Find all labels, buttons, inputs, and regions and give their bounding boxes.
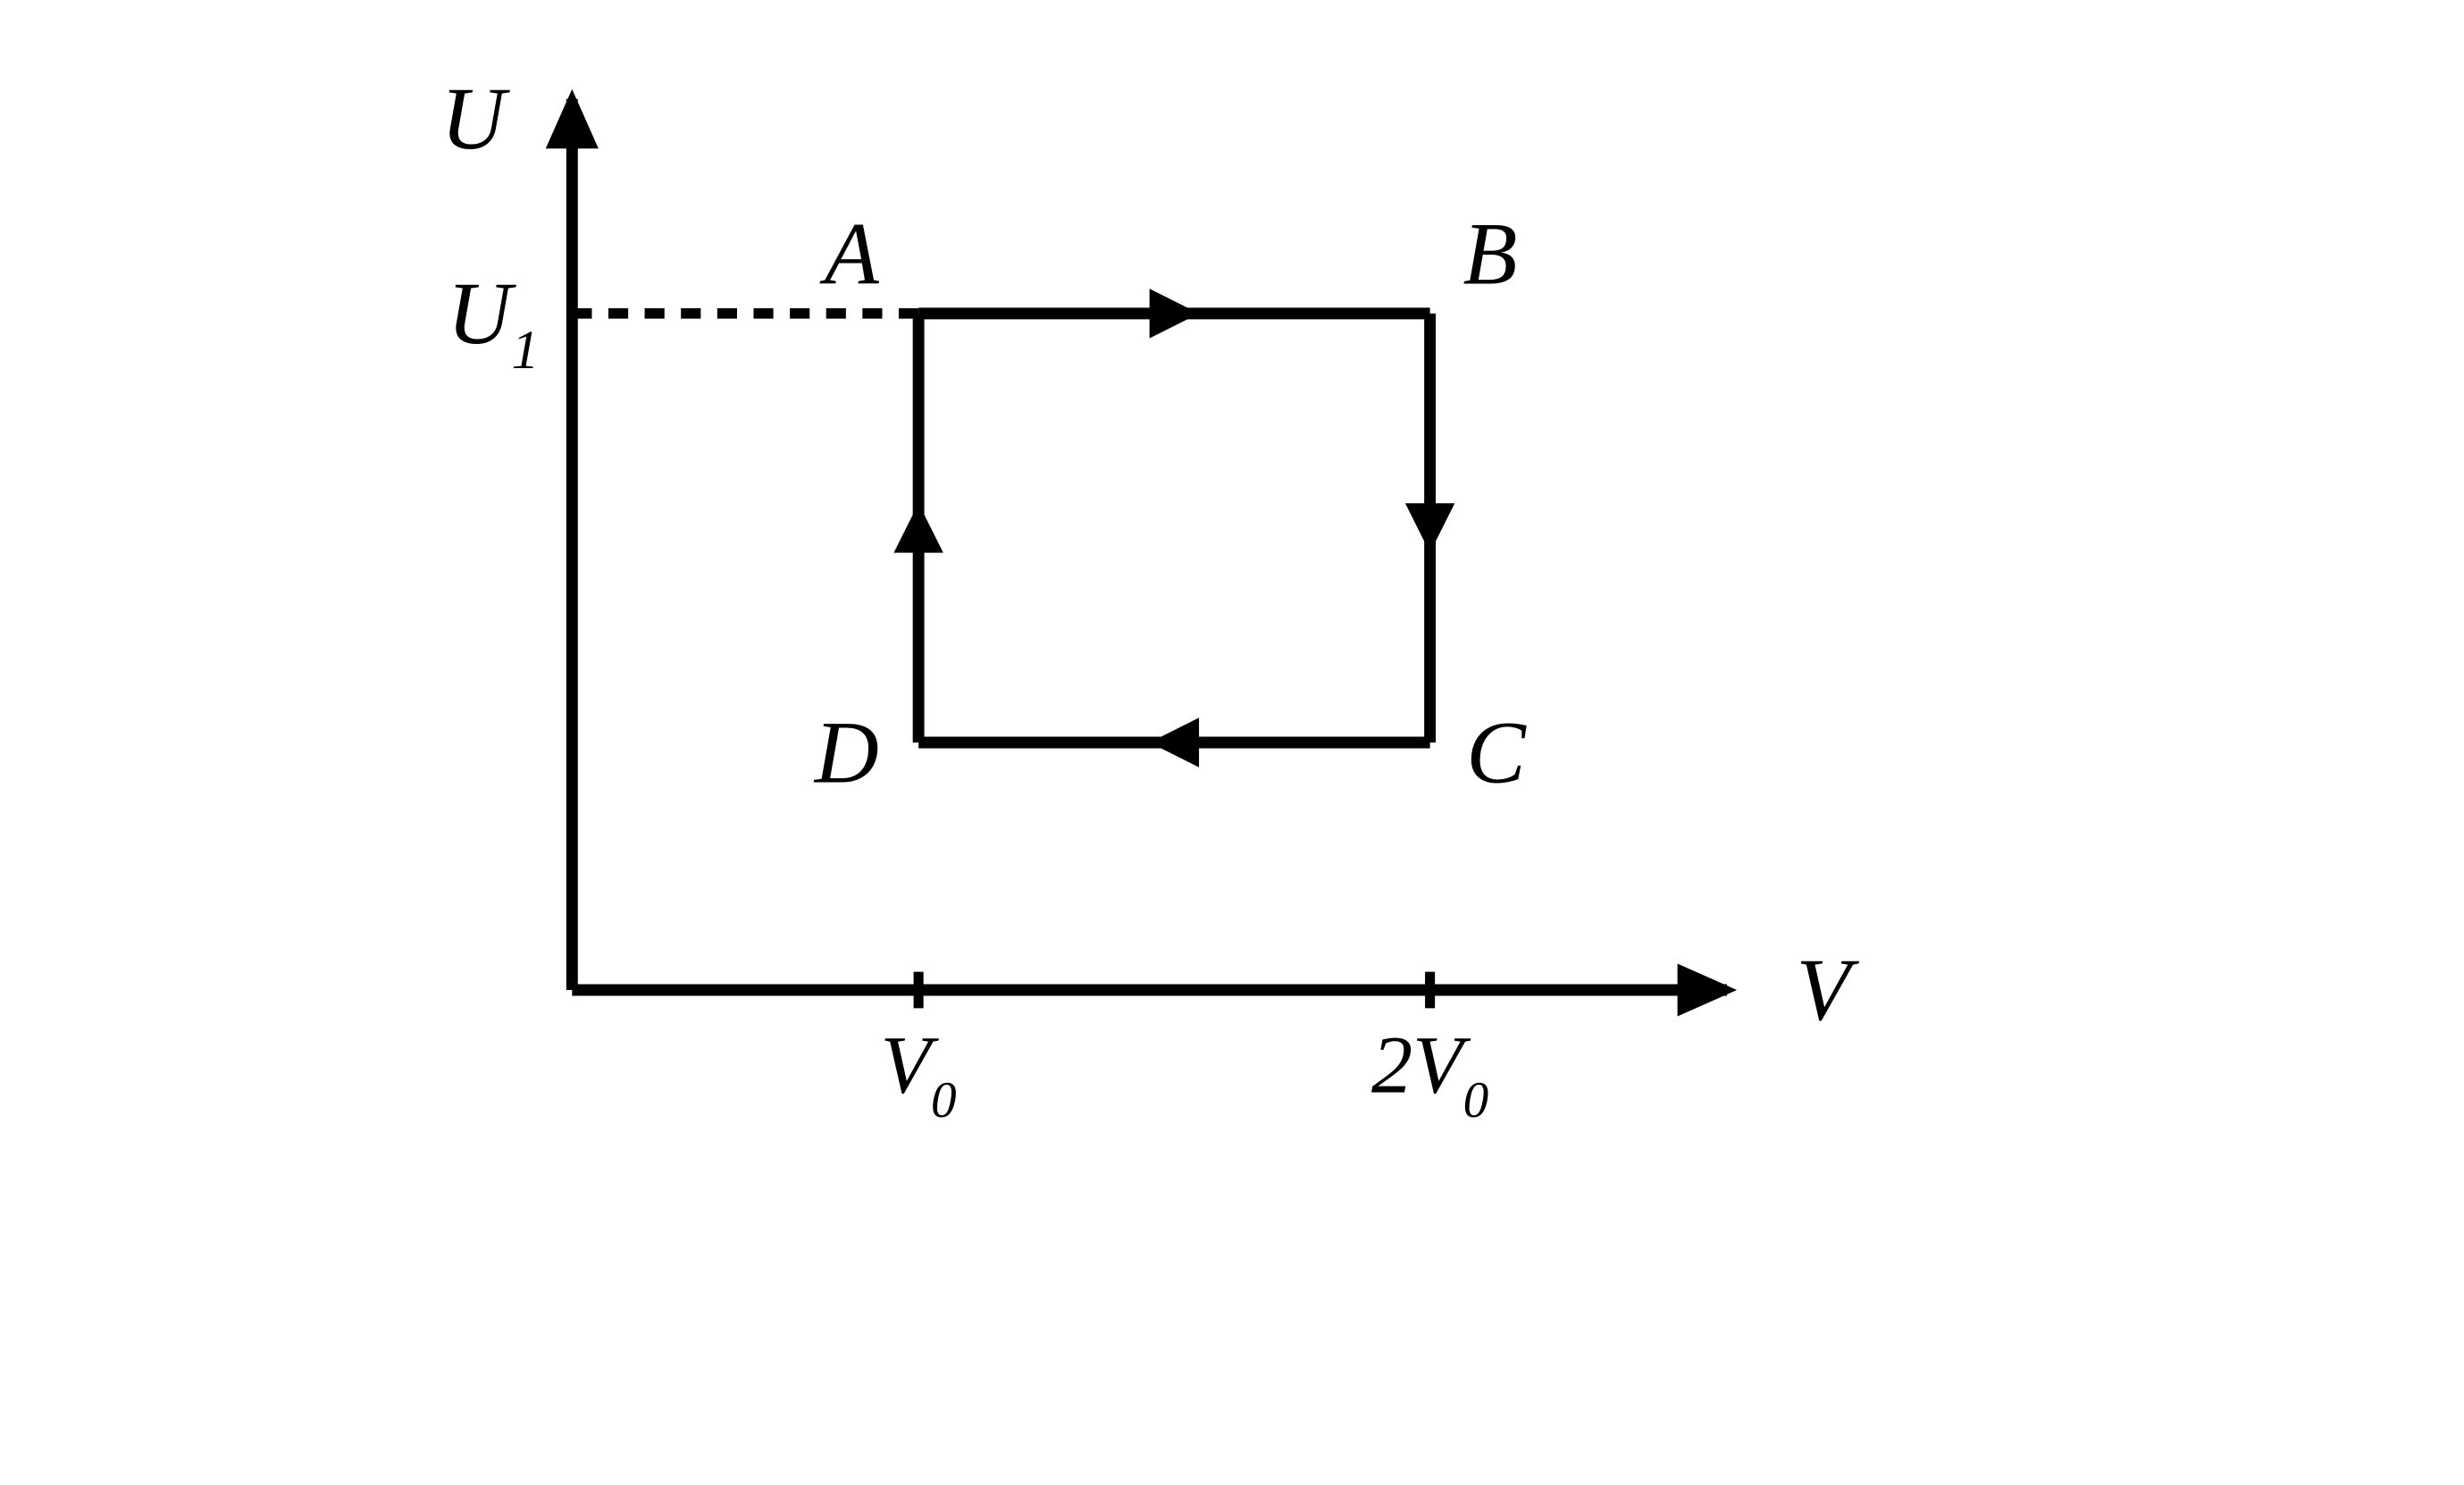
x-tick-label: V0 — [881, 1019, 957, 1128]
arrow-A-B — [1150, 289, 1199, 338]
y-axis-label: U — [441, 69, 511, 168]
arrow-D-A — [893, 503, 943, 552]
uv-cycle-svg: V0 2V0 U V U1 A B C D — [0, 0, 2464, 1485]
x-tick-label: 2V0 — [1371, 1019, 1488, 1128]
y-axis-arrowhead — [546, 89, 599, 148]
arrow-C-D — [1150, 717, 1199, 767]
thermo-cycle-diagram: V0 2V0 U V U1 A B C D — [0, 0, 2464, 1485]
point-C-label: C — [1466, 702, 1527, 801]
x-axis-arrowhead — [1678, 963, 1737, 1016]
arrow-B-C — [1405, 503, 1454, 552]
u1-label: U1 — [447, 264, 539, 381]
x-axis-label: V — [1797, 940, 1860, 1039]
point-A-label: A — [819, 205, 880, 304]
point-B-label: B — [1463, 205, 1518, 304]
point-D-label: D — [813, 702, 879, 801]
